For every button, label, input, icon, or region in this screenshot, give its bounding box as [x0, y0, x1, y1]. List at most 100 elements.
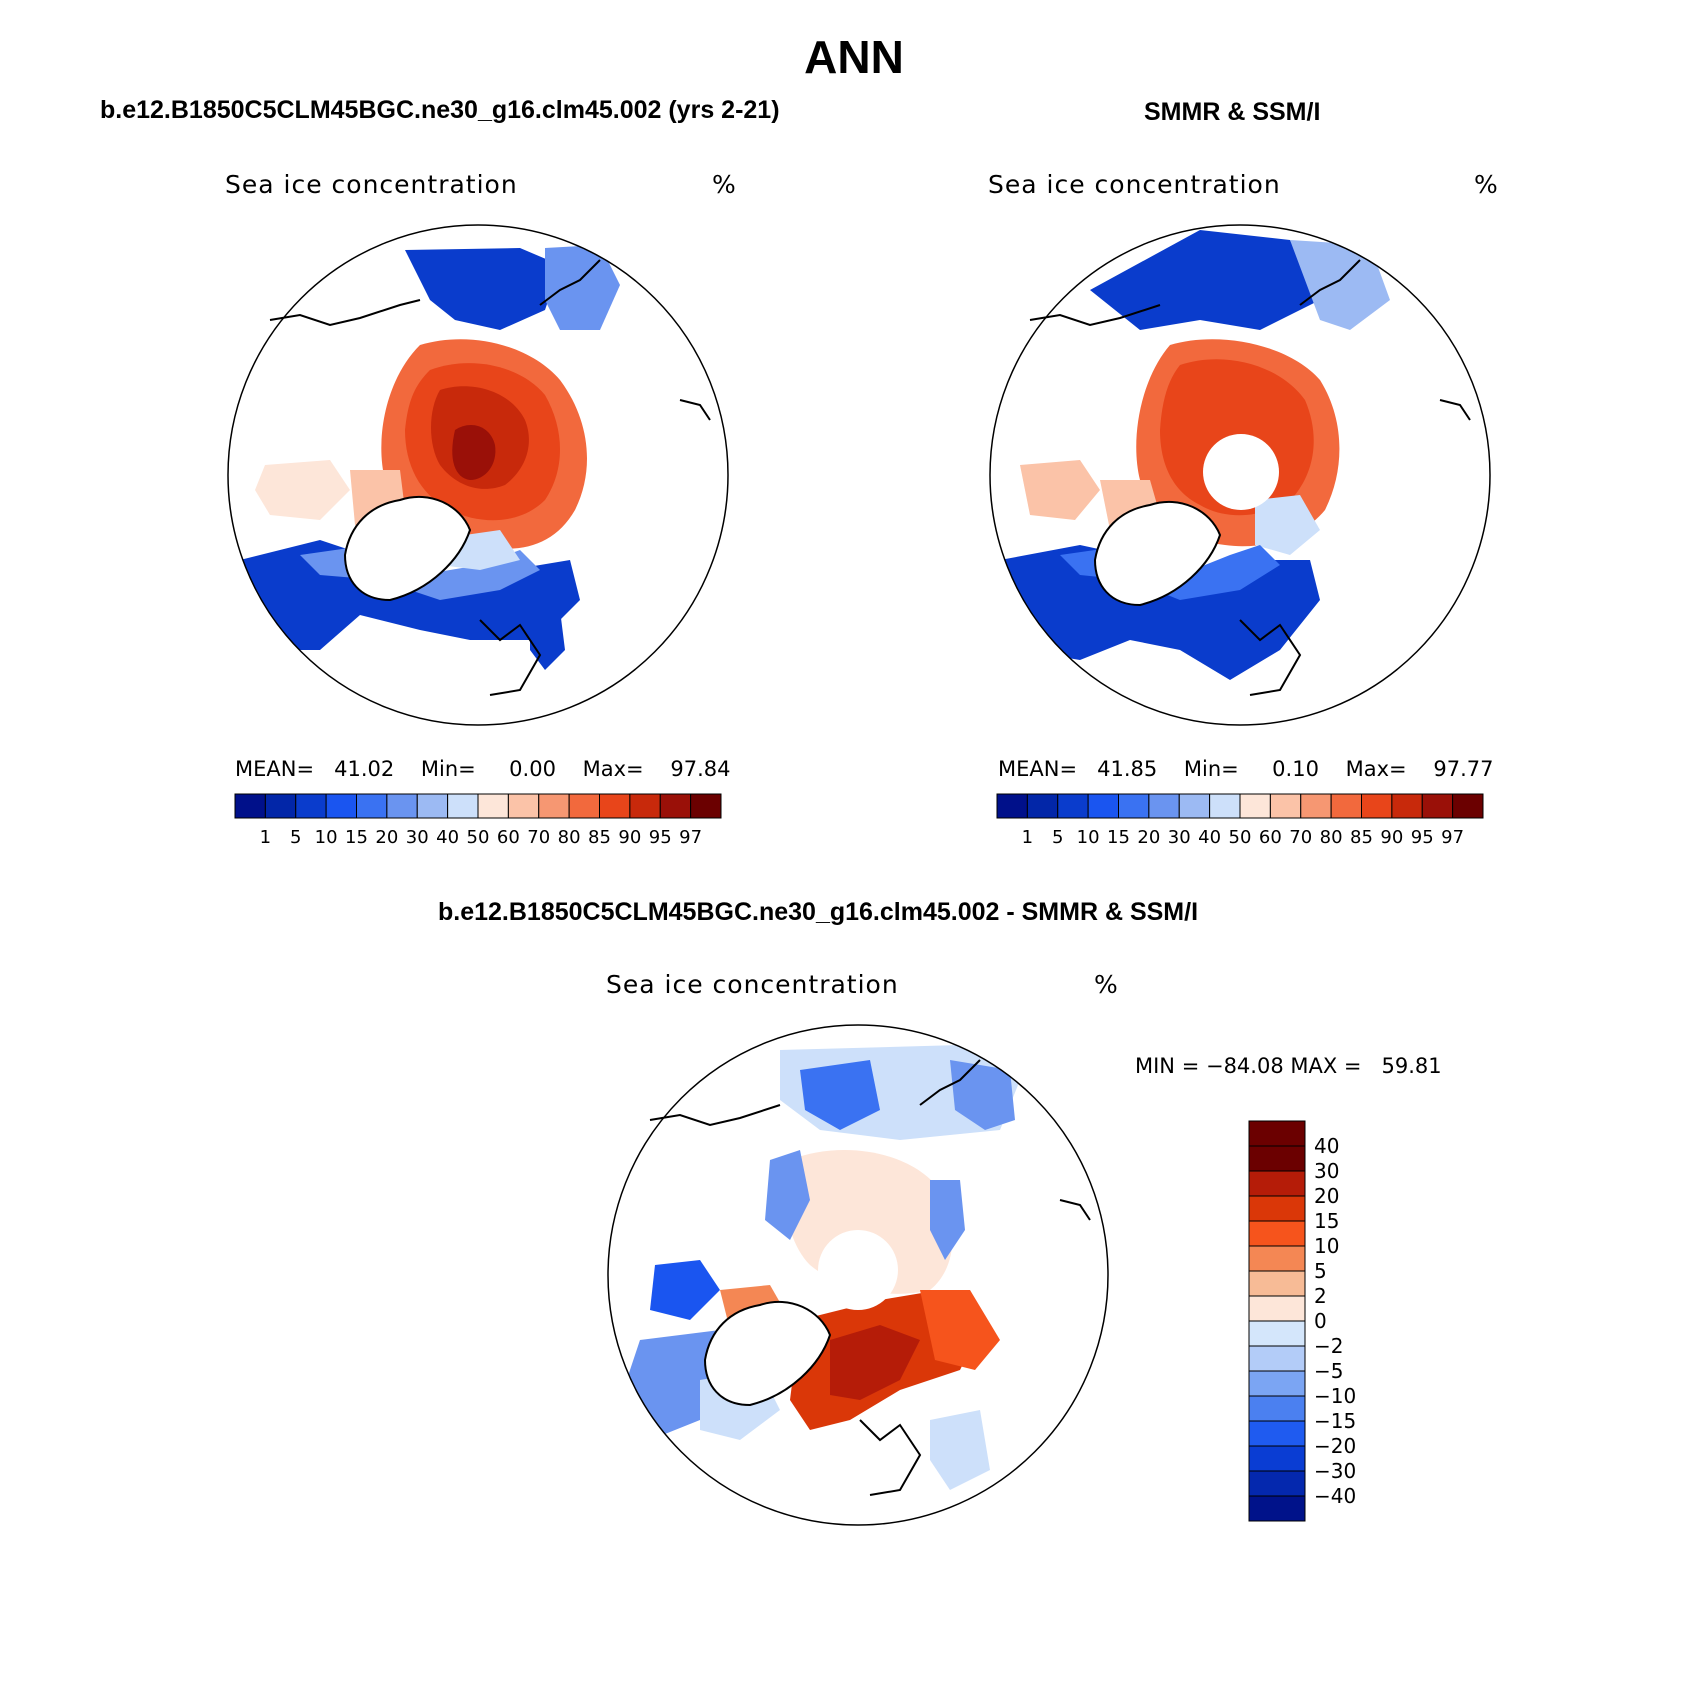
diff-colorbar-tick-label: 2: [1314, 1284, 1327, 1308]
obs-colorbar-tick-label: 90: [1380, 827, 1403, 848]
diff-colorbar-tick-label: 15: [1314, 1209, 1339, 1233]
model-colorbar-tick-label: 60: [497, 827, 520, 848]
diff-colorbar-tick-label: −30: [1314, 1459, 1356, 1483]
obs-colorbar-tick-label: 97: [1441, 827, 1464, 848]
diff-minmax-text: MIN = −84.08 MAX = 59.81: [1135, 1054, 1442, 1078]
obs-colorbar-swatch: [1057, 793, 1089, 819]
obs-colorbar-swatch: [1087, 793, 1119, 819]
diff-colorbar-tick-label: −15: [1314, 1409, 1356, 1433]
model-colorbar: 1 5 10 15 20 30 40 50 60 70 80 85 90 95 97: [234, 793, 722, 848]
model-colorbar-swatch: [538, 793, 570, 819]
obs-colorbar-swatch: [996, 793, 1028, 819]
model-stats: MEAN= 41.02 Min= 0.00 Max= 97.84: [235, 757, 731, 781]
obs-colorbar-swatch: [1361, 793, 1393, 819]
obs-colorbar: 1 5 10 15 20 30 40 50 60 70 80 85 90 95 97: [996, 793, 1484, 848]
model-colorbar-swatch: [295, 793, 327, 819]
obs-colorbar-swatch: [1026, 793, 1059, 819]
diff-colorbar-swatch: [1248, 1470, 1306, 1497]
diff-colorbar-swatch: [1248, 1120, 1306, 1147]
model-colorbar-tick-label: 5: [290, 827, 301, 848]
model-colorbar-swatch: [325, 793, 357, 819]
model-colorbar-swatch: [447, 793, 479, 819]
diff-colorbar-tick-label: −40: [1314, 1484, 1356, 1508]
obs-colorbar-tick-label: 5: [1052, 827, 1063, 848]
diff-colorbar-tick-label: −2: [1314, 1334, 1343, 1358]
obs-colorbar-tick-label: 1: [1022, 827, 1033, 848]
obs-colorbar-tick-label: 50: [1229, 827, 1252, 848]
obs-mean-value: 41.85: [1097, 757, 1158, 781]
diff-colorbar-tick-label: 30: [1314, 1159, 1339, 1183]
diff-variable-label: Sea ice concentration: [606, 970, 899, 999]
obs-colorbar-swatch: [1330, 793, 1362, 819]
model-colorbar-tick-label: 1: [260, 827, 271, 848]
obs-colorbar-tick-label: 95: [1411, 827, 1434, 848]
model-colorbar-tick-label: 70: [527, 827, 550, 848]
diff-colorbar-swatch: [1248, 1445, 1306, 1472]
model-colorbar-tick-label: 90: [618, 827, 641, 848]
diff-panel-subtitle: b.e12.B1850C5CLM45BGC.ne30_g16.clm45.002…: [438, 898, 1199, 926]
diff-colorbar-tick-label: −20: [1314, 1434, 1356, 1458]
obs-colorbar-tick-label: 60: [1259, 827, 1282, 848]
model-colorbar-tick-label: 95: [649, 827, 672, 848]
obs-colorbar-tick-label: 70: [1289, 827, 1312, 848]
bering-ice-region: [405, 248, 560, 330]
diff-colorbar-swatch: [1248, 1370, 1306, 1397]
obs-colorbar-tick-label: 30: [1168, 827, 1191, 848]
diff-colorbar-swatch: [1248, 1395, 1306, 1422]
obs-units-label: %: [1474, 170, 1499, 199]
diff-colorbar-tick-label: −5: [1314, 1359, 1343, 1383]
model-colorbar-tick-label: 97: [679, 827, 702, 848]
diff-colorbar-swatch: [1248, 1495, 1306, 1522]
diff-map-boundary: [607, 1024, 1109, 1526]
model-variable-label: Sea ice concentration: [225, 170, 518, 199]
model-map-boundary: [227, 224, 729, 726]
obs-colorbar-swatch: [1239, 793, 1271, 819]
model-colorbar-tick-label: 40: [436, 827, 459, 848]
obs-colorbar-tick-label: 40: [1198, 827, 1221, 848]
obs-min-value: 0.10: [1272, 757, 1319, 781]
model-colorbar-swatch: [234, 793, 266, 819]
model-colorbar-swatch: [356, 793, 388, 819]
obs-variable-label: Sea ice concentration: [988, 170, 1281, 199]
model-colorbar-swatch: [507, 793, 540, 819]
obs-colorbar-tick-label: 80: [1320, 827, 1343, 848]
diff-colorbar-swatch: [1248, 1170, 1306, 1197]
model-colorbar-tick-label: 80: [558, 827, 581, 848]
model-colorbar-swatch: [629, 793, 661, 819]
diff-colorbar-tick-label: 0: [1314, 1309, 1327, 1333]
diff-colorbar-swatch: [1248, 1270, 1306, 1297]
diff-colorbar-tick-label: −10: [1314, 1384, 1356, 1408]
obs-pole-hole: [1203, 434, 1279, 510]
diff-colorbar-swatch: [1248, 1295, 1306, 1322]
obs-colorbar-swatch: [1148, 793, 1180, 819]
diff-colorbar-swatch: [1248, 1420, 1306, 1447]
diff-units-label: %: [1094, 970, 1119, 999]
obs-map-boundary: [989, 224, 1491, 726]
model-colorbar-swatch: [690, 793, 722, 819]
main-title: ANN: [804, 31, 904, 83]
obs-colorbar-swatch: [1209, 793, 1241, 819]
model-colorbar-tick-label: 85: [588, 827, 611, 848]
diff-colorbar-swatch: [1248, 1145, 1306, 1172]
obs-greenland-outline: [1093, 500, 1222, 607]
diff-pole-hole: [818, 1230, 898, 1310]
obs-colorbar-swatch: [1452, 793, 1484, 819]
diff-greenland-outline: [703, 1300, 832, 1407]
obs-colorbar-tick-label: 10: [1077, 827, 1100, 848]
model-colorbar-tick-label: 15: [345, 827, 368, 848]
model-panel-subtitle: b.e12.B1850C5CLM45BGC.ne30_g16.clm45.002…: [100, 96, 780, 124]
diff-colorbar-tick-label: 5: [1314, 1259, 1327, 1283]
model-colorbar-swatch: [416, 793, 449, 819]
obs-colorbar-swatch: [1269, 793, 1302, 819]
model-colorbar-tick-label: 30: [406, 827, 429, 848]
model-units-label: %: [712, 170, 737, 199]
model-min-value: 0.00: [509, 757, 556, 781]
model-colorbar-tick-label: 50: [467, 827, 490, 848]
diff-colorbar-swatch: [1248, 1220, 1306, 1247]
diff-colorbar-tick-label: 10: [1314, 1234, 1339, 1258]
greenland-outline: [343, 495, 472, 602]
